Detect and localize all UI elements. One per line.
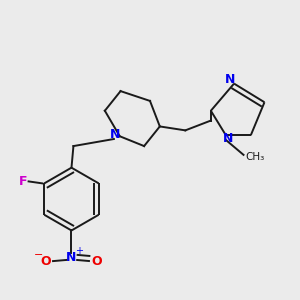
Text: N: N (225, 73, 235, 86)
Text: F: F (18, 175, 27, 188)
Text: N: N (223, 132, 233, 145)
Text: N: N (110, 128, 120, 141)
Text: +: + (74, 246, 83, 256)
Text: O: O (41, 255, 51, 268)
Text: −: − (34, 250, 44, 260)
Text: CH₃: CH₃ (245, 152, 265, 162)
Text: N: N (66, 251, 77, 265)
Text: O: O (92, 255, 102, 268)
